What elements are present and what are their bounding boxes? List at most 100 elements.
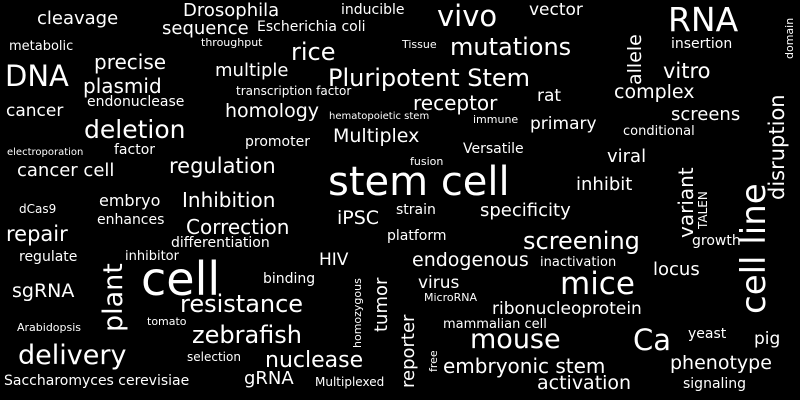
- cloud-word: throughput: [201, 36, 263, 49]
- cloud-word: inhibit: [576, 174, 633, 195]
- cloud-word: insertion: [671, 36, 733, 52]
- cloud-word: Multiplexed: [315, 375, 385, 389]
- cloud-word: domain: [783, 17, 796, 59]
- cloud-word: immune: [473, 113, 519, 126]
- cloud-word: TALEN: [696, 191, 710, 229]
- cloud-word: tomato: [147, 315, 187, 328]
- cloud-word: cancer: [6, 101, 64, 121]
- cloud-word: conditional: [623, 124, 695, 139]
- cloud-word: virus: [418, 273, 460, 293]
- cloud-word: regulate: [19, 249, 78, 265]
- cloud-word: Versatile: [463, 141, 524, 157]
- cloud-word: transcription factor: [236, 84, 352, 98]
- cloud-word: tumor: [371, 277, 392, 332]
- cloud-word: ribonucleoprotein: [492, 299, 642, 319]
- cloud-word: vitro: [663, 59, 711, 83]
- cloud-word: phenotype: [670, 352, 772, 374]
- cloud-word: viral: [607, 146, 647, 167]
- cloud-word: activation: [537, 372, 632, 394]
- cloud-word: primary: [530, 114, 597, 134]
- cloud-word: Drosophila: [183, 0, 280, 21]
- cloud-word: DNA: [5, 59, 69, 93]
- cloud-word: vector: [529, 0, 583, 20]
- cloud-word: RNA: [668, 0, 739, 39]
- cloud-word: screening: [523, 227, 640, 255]
- cloud-word: Saccharomyces cerevisiae: [4, 373, 190, 389]
- cloud-word: pig: [754, 329, 781, 349]
- cloud-word: binding: [263, 271, 316, 287]
- cloud-word: homology: [225, 100, 320, 122]
- cloud-word: hematopoietic stem: [329, 111, 430, 122]
- cloud-word: electroporation: [7, 147, 84, 158]
- cloud-word: variant: [674, 167, 698, 238]
- cloud-word: receptor: [413, 91, 498, 115]
- cloud-word: cleavage: [37, 8, 119, 29]
- cloud-word: precise: [94, 50, 167, 74]
- cloud-word: Inhibition: [182, 188, 276, 212]
- cloud-word: nuclease: [265, 348, 364, 373]
- cloud-word: inactivation: [540, 255, 617, 270]
- cloud-word: locus: [653, 259, 700, 280]
- cloud-word: mice: [560, 266, 635, 302]
- cloud-word: Tissue: [402, 38, 437, 51]
- cloud-word: rice: [291, 38, 336, 66]
- cloud-word: multiple: [215, 60, 289, 81]
- cloud-word: yeast: [688, 326, 727, 342]
- cloud-word: gRNA: [244, 368, 294, 389]
- cloud-word: delivery: [18, 340, 127, 371]
- cloud-word: regulation: [169, 154, 276, 178]
- cloud-word: plant: [98, 263, 129, 332]
- cloud-word: mouse: [470, 324, 561, 355]
- cloud-word: Correction: [186, 215, 290, 239]
- cloud-word: rat: [537, 86, 562, 106]
- cloud-word: disruption: [765, 94, 789, 200]
- cloud-word: sequence: [162, 18, 249, 39]
- cloud-word: endogenous: [412, 249, 529, 271]
- cloud-word: endonuclease: [87, 94, 185, 110]
- cloud-word: free: [427, 350, 440, 372]
- cloud-word: MicroRNA: [424, 291, 478, 304]
- cloud-word: metabolic: [9, 39, 74, 54]
- cloud-word: Multiplex: [333, 125, 420, 147]
- cloud-word: selection: [187, 350, 241, 364]
- cloud-word: fusion: [410, 155, 444, 168]
- cloud-word: dCas9: [19, 202, 57, 216]
- cloud-word: inducible: [341, 2, 405, 18]
- cloud-word: specificity: [480, 200, 571, 221]
- cloud-word: deletion: [84, 115, 186, 144]
- cloud-word: promoter: [245, 134, 310, 150]
- cloud-word: enhances: [97, 212, 165, 228]
- cloud-word: growth: [692, 233, 741, 249]
- cloud-word: allele: [624, 34, 646, 85]
- cloud-word: HIV: [319, 250, 349, 270]
- cloud-word: reporter: [398, 314, 419, 388]
- cloud-word: Escherichia coli: [257, 19, 366, 35]
- cloud-word: iPSC: [337, 207, 380, 229]
- cloud-word: cancer cell: [17, 160, 115, 181]
- cloud-word: embryonic stem: [443, 354, 606, 378]
- cloud-word: mammalian cell: [443, 317, 547, 332]
- cloud-word: resistance: [180, 290, 304, 318]
- cloud-word: cell: [141, 252, 221, 306]
- cloud-word: screens: [671, 104, 741, 125]
- cloud-word: Arabidopsis: [17, 321, 82, 334]
- cloud-word: factor: [114, 142, 156, 158]
- cloud-word: mutations: [450, 33, 572, 61]
- cloud-word: zebrafish: [192, 321, 303, 349]
- cloud-word: embryo: [99, 191, 161, 210]
- cloud-word: strain: [396, 202, 436, 218]
- cloud-word: homozygous: [351, 278, 364, 348]
- cloud-word: Pluripotent Stem: [328, 64, 531, 92]
- cloud-word: cell line: [734, 183, 774, 314]
- cloud-word: signaling: [683, 376, 747, 392]
- cloud-word: repair: [6, 222, 68, 246]
- cloud-word: plasmid: [83, 74, 162, 98]
- cloud-word: complex: [614, 81, 695, 103]
- cloud-word: stem cell: [328, 159, 510, 205]
- cloud-word: inhibitor: [125, 249, 179, 264]
- cloud-word: platform: [387, 228, 447, 244]
- cloud-word: Ca: [633, 323, 672, 357]
- cloud-word: sgRNA: [12, 280, 75, 302]
- cloud-word: differentiation: [171, 235, 270, 251]
